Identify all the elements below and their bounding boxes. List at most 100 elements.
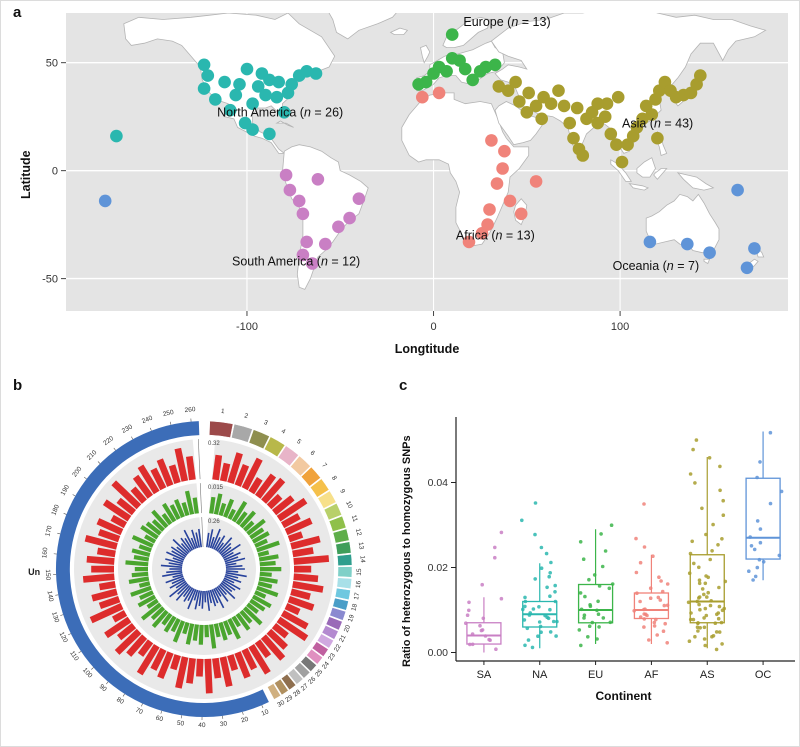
un-tick [57,532,61,535]
track-bar [251,531,270,544]
chromosome-segment [316,633,334,649]
jitter-point [548,571,552,575]
box-group-af [632,502,670,645]
jitter-point [690,539,694,544]
track-bar [276,616,309,642]
jitter-point [642,617,647,621]
track-bar [96,518,124,536]
track-bar [254,590,267,599]
track-bar [137,639,154,657]
map-point [563,116,576,130]
jitter-point [696,629,700,633]
jitter-point [711,522,715,527]
map-point [557,99,571,113]
jitter-point [697,602,701,607]
jitter-point [470,632,475,636]
map-point [544,97,558,110]
track-bar [114,628,142,655]
track-scale-label: 0.26 [208,519,220,525]
x-tick-label: OC [755,669,772,681]
jitter-point [595,637,599,641]
map-point [681,237,694,251]
jitter-point [526,638,531,642]
y-tick-label: 0.00 [428,647,449,659]
track-bar [185,455,196,481]
track-bar [169,504,181,520]
track-bar [280,610,309,630]
continent-label: North America (n = 26) [217,106,343,120]
track-bar [98,595,121,610]
track-bar [204,658,213,694]
track-bar [204,624,209,638]
jitter-point [547,574,551,579]
track-bar [259,560,276,567]
map-point [278,106,291,119]
chromosome-label: 16 [355,580,363,588]
track-bar [220,546,232,556]
track-bar [219,542,232,555]
track-bar [146,598,159,609]
map-point [272,75,286,89]
track-bar [223,551,241,561]
track-bar [150,467,167,491]
jitter-point [753,574,758,579]
jitter-point [464,621,468,625]
jitter-point [705,595,709,599]
jitter-point [577,628,582,632]
track-bar [116,622,137,641]
un-tick-label: 260 [184,406,196,414]
map-point [270,90,284,104]
track-bar [192,497,199,514]
y-tick-label: 0.02 [428,562,449,574]
jitter-point [488,638,492,642]
track-bar [168,464,181,484]
jitter-point [758,540,763,545]
boxplot-y-axis-title: Ratio of heterozygous to homozygous SNPs [401,435,413,667]
jitter-point [686,600,691,605]
jitter-point [586,635,590,639]
track-bar [182,586,192,598]
continent-label: Europe (n = 13) [463,15,550,29]
jitter-point [544,551,549,556]
track-bar [177,583,189,595]
track-bar [185,623,195,645]
jitter-point [590,620,595,625]
jitter-point [665,582,670,586]
jitter-point [578,540,583,544]
jitter-point [655,633,659,637]
track-bar [183,587,194,602]
track-bar [211,589,219,604]
jitter-point [634,570,639,575]
jitter-point [695,625,700,629]
jitter-point [698,607,702,612]
box-group-eu [577,523,615,648]
track-bar [104,616,132,639]
jitter-point [719,620,724,625]
track-bar [172,620,186,643]
jitter-point [493,545,497,550]
track-bar [170,618,181,633]
jitter-point [717,585,721,590]
un-tick-label: 120 [58,631,69,644]
box-group-na [520,501,559,650]
track-bar [187,589,197,610]
map-point [466,73,480,87]
un-tick-label: 90 [98,683,108,693]
jitter-point [553,583,557,588]
track-bar [222,551,234,559]
track-bar [235,612,251,631]
map-point [496,162,509,175]
track-bar [251,594,272,609]
jitter-point [583,594,587,599]
jitter-point [691,447,695,452]
jitter-point [551,619,556,624]
jitter-point [656,595,661,600]
chromosome-segment [294,662,311,679]
chromosome-segment [329,607,347,621]
chromosome-label: 22 [333,643,343,653]
jitter-point [494,647,498,651]
un-tick [55,594,59,596]
jitter-point [483,634,488,638]
x-tick-label: NA [532,669,548,681]
jitter-point [697,578,702,582]
